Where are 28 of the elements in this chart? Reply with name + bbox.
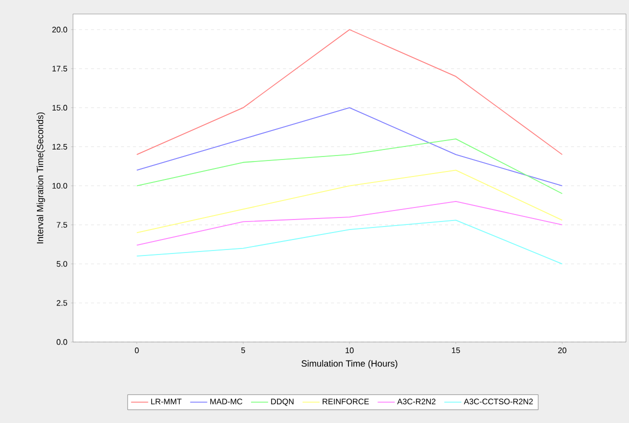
line-series: [136, 220, 563, 264]
legend-label: A3C-CCTSO-R2N2: [464, 398, 533, 404]
y-tick-label: 20.0: [52, 26, 68, 32]
line-series: [136, 200, 563, 246]
x-tick-label: 20: [558, 348, 566, 354]
y-tick-label: 0.0: [56, 339, 68, 345]
y-tick-label: 15.0: [52, 104, 68, 111]
x-tick-label: 10: [346, 348, 354, 354]
line-series: [136, 107, 563, 186]
legend-label: LR-MMT: [151, 398, 182, 404]
y-tick-label: 7.5: [56, 222, 68, 228]
x-axis-title: Simulation Time (Hours): [302, 360, 398, 368]
x-tick-label: 15: [452, 348, 460, 354]
y-tick-label: 5.0: [56, 261, 68, 267]
y-tick-label: 10.0: [52, 182, 68, 189]
x-tick-label: 0: [134, 348, 139, 354]
x-tick-label: 5: [241, 348, 246, 354]
y-axis-title: Interval Migration Time(Seconds): [36, 112, 46, 244]
y-tick-label: 12.5: [52, 144, 68, 150]
legend-label: DDQN: [271, 398, 294, 406]
line-series: [136, 138, 563, 194]
y-tick-label: 2.5: [56, 300, 68, 306]
legend-label: A3C-R2N2: [397, 398, 436, 404]
y-tick-label: 17.5: [52, 66, 68, 72]
line-series: [136, 29, 563, 156]
legend-label: MAD-MC: [210, 398, 242, 404]
legend-label: REINFORCE: [322, 398, 369, 404]
line-series: [136, 170, 563, 234]
